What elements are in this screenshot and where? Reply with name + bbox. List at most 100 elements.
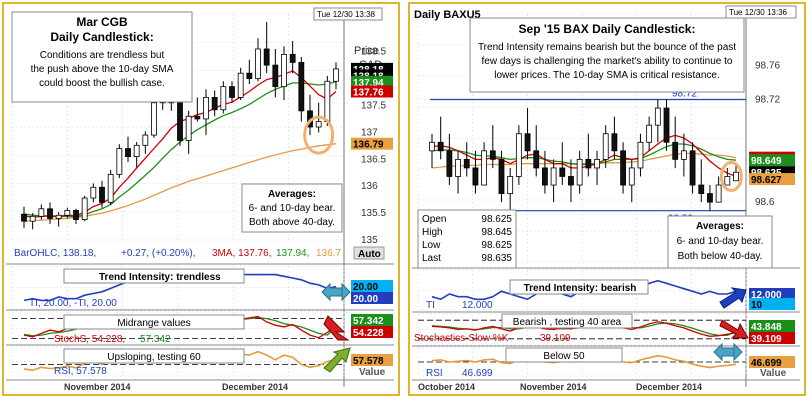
bax-candle xyxy=(637,141,644,169)
chart-title: Mar CGB xyxy=(76,15,128,29)
bax-candle xyxy=(568,176,574,186)
description-line: Conditions are trendless but xyxy=(40,50,165,61)
cgb-candle xyxy=(298,62,305,112)
rsi-value-label: Value xyxy=(760,368,787,379)
price-tag-bg xyxy=(351,85,393,98)
rsi-annotation: Upsloping, testing 60 xyxy=(107,352,201,363)
stoch-annotation-box xyxy=(501,313,633,329)
price-tag-bg xyxy=(351,137,393,150)
averages-line2: Both above 40-day. xyxy=(249,217,335,228)
stoch-legend-value: 39.109 xyxy=(540,333,571,344)
x-label: November 2014 xyxy=(64,382,131,392)
cgb-candle xyxy=(229,86,235,98)
averages-title: Averages: xyxy=(268,189,316,200)
auto-button-bg xyxy=(353,246,385,260)
legend-ma-orange: 136.7 xyxy=(316,248,341,259)
cgb-candle xyxy=(55,214,62,219)
cgb-candle xyxy=(151,102,157,136)
rsi-arrow-head xyxy=(733,342,743,362)
panel-title: Sep '15 BAX Daily Candlestick: xyxy=(519,22,696,36)
rsi-annotation-box xyxy=(63,348,245,364)
price-tag-bg xyxy=(749,173,795,186)
bax-candle xyxy=(533,150,540,169)
description-line: could boost the bullish case. xyxy=(39,78,165,89)
cgb-candle xyxy=(99,186,105,203)
y-tick-label: 136.5 xyxy=(361,154,386,165)
bax-candle xyxy=(429,141,435,152)
bax-candle xyxy=(559,167,566,177)
price-tag: 98.649 xyxy=(751,156,782,167)
bax-candle xyxy=(698,184,705,194)
cgb-candle xyxy=(107,173,114,203)
cgb-candle xyxy=(194,115,201,120)
date-stamp: Tue 12/30 13:38 xyxy=(317,10,376,19)
rsi-legend-value: 46.699 xyxy=(462,368,493,379)
price-tag-bg xyxy=(749,154,795,167)
date-stamp: Tue 12/30 13:36 xyxy=(729,8,788,17)
description-line: the push above the 10-day SMA xyxy=(31,64,174,75)
rsi-tag: 46.699 xyxy=(751,358,782,369)
price-tag: 137.94 xyxy=(353,78,384,89)
bax-candle xyxy=(646,124,653,143)
cgb-candle xyxy=(21,213,27,222)
cgb-candle xyxy=(90,186,97,199)
ti-annotation-box xyxy=(63,268,245,284)
rsi-tag: 57.578 xyxy=(353,356,384,367)
cgb-candle xyxy=(133,144,140,157)
description-line: few days is challenging the market's abi… xyxy=(482,56,733,67)
x-label: December 2014 xyxy=(636,382,702,392)
description-box xyxy=(469,17,745,93)
legend-ma3: 3MA, 137.76, xyxy=(212,248,271,259)
ti-tag-bg xyxy=(749,298,795,310)
highlight-circle xyxy=(303,115,335,155)
bax-candle xyxy=(455,158,461,177)
cgb-candle xyxy=(81,197,88,220)
y-tick-label: 138.5 xyxy=(361,47,386,58)
ti-tag: 20.00 xyxy=(353,282,378,293)
averages-line1: 6- and 10-day bear. xyxy=(249,203,336,214)
description-line: lower prices. The 10-day SMA is critical… xyxy=(494,70,719,81)
stoch-tag: 57.342 xyxy=(353,316,384,327)
cgb-candle xyxy=(220,86,227,111)
bax-candle xyxy=(611,133,618,152)
bax-candle xyxy=(715,184,722,203)
ti-annotation: Trend Intensity: trendless xyxy=(99,272,221,283)
bax-candle xyxy=(594,158,600,169)
bax-candle xyxy=(507,176,514,194)
y-tick-label: 136 xyxy=(361,181,378,192)
bax-candle xyxy=(602,133,609,160)
cgb-candle xyxy=(255,48,261,79)
ti-up-arrow xyxy=(719,287,747,309)
y-tick-label: 135 xyxy=(361,235,378,246)
cgb-candle xyxy=(263,48,270,66)
ti-tag-bg xyxy=(749,288,795,300)
stoch-tag-bg xyxy=(749,332,795,344)
rsi-up-arrow xyxy=(323,347,351,373)
ti-legend: TI, 20.00, -TI, 20.00 xyxy=(29,298,117,309)
bax-candle xyxy=(524,133,531,152)
stoch-tag-bg xyxy=(351,326,393,338)
price-tag: 137.76 xyxy=(353,87,384,98)
stoch-legend-prefix: Stochastics-Slow %K xyxy=(414,333,509,344)
bax-candle xyxy=(724,176,731,186)
legend-change: +0.27, (+0.20%), xyxy=(121,248,196,259)
cgb-candle xyxy=(125,148,131,157)
stoch-tag: 43.848 xyxy=(751,322,782,333)
price-tag: 98.627 xyxy=(751,175,782,186)
legend-prefix: BarOHLC, 138.18, xyxy=(14,248,96,259)
bax-candle xyxy=(654,107,661,126)
y-tick-label: 137.5 xyxy=(361,100,386,111)
description-line: Trend Intensity remains bearish but the … xyxy=(478,42,736,53)
stoch-legend-value: 57.342 xyxy=(140,334,171,345)
bax-candle xyxy=(515,133,522,177)
bax-candle xyxy=(689,150,696,186)
ti-tag: 20.00 xyxy=(353,294,378,305)
y-tick-label: 137 xyxy=(361,127,378,138)
cgb-candle xyxy=(177,102,183,141)
averages-line1: 6- and 10-day bear. xyxy=(677,236,764,247)
ti-tag: 10 xyxy=(751,300,763,311)
cgb-candle xyxy=(29,215,36,222)
ti-annotation-box xyxy=(509,279,649,295)
bax-candle xyxy=(663,107,670,143)
bax-candle xyxy=(707,193,713,203)
